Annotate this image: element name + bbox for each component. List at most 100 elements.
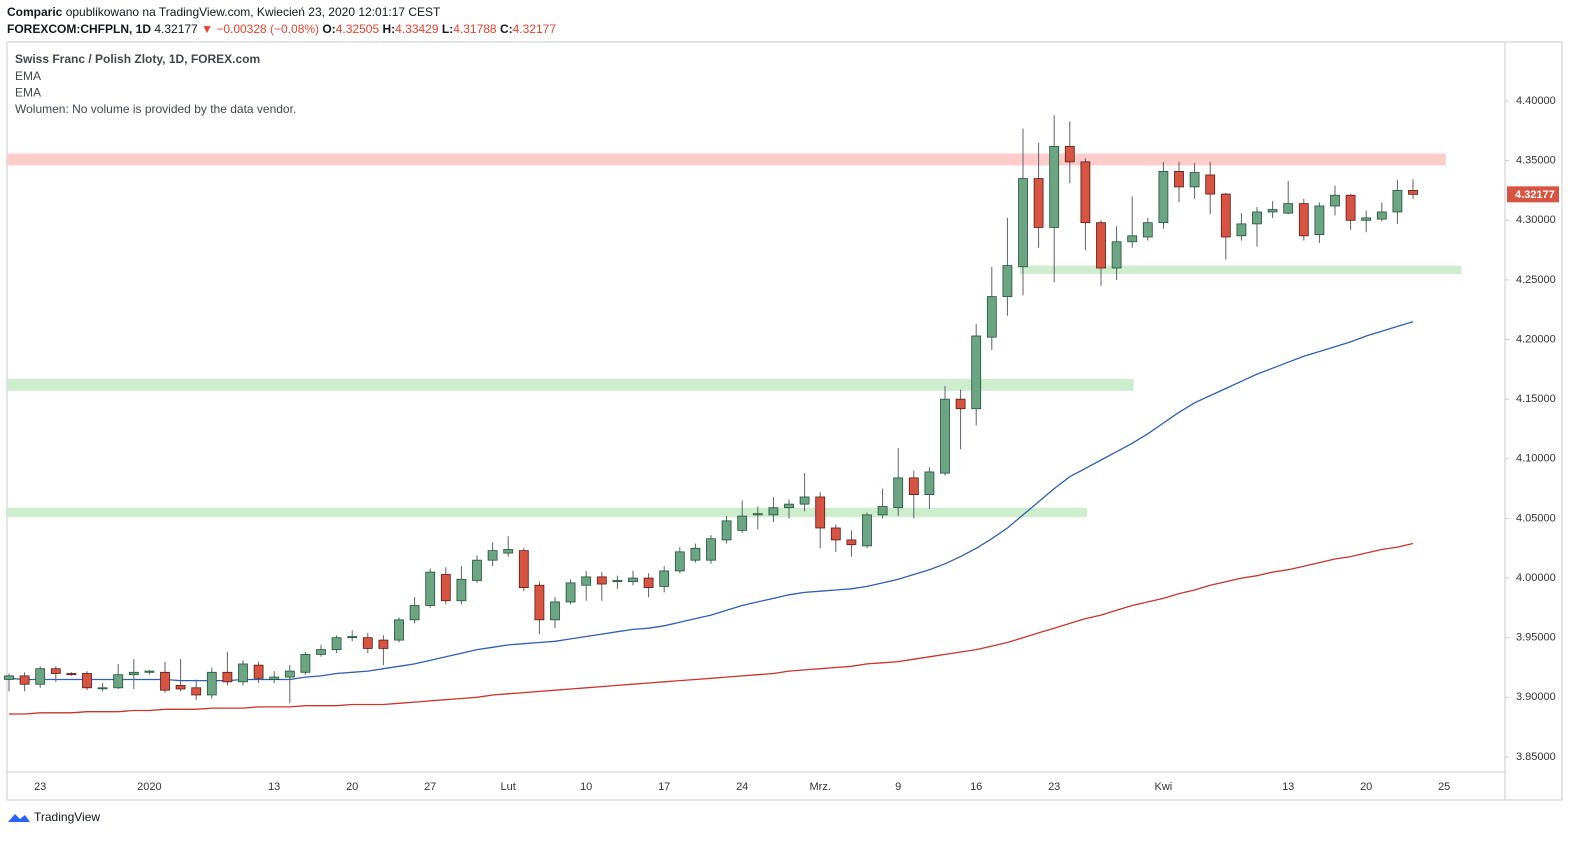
candle-body — [456, 578, 467, 602]
y-tick-label: 4.15000 — [1516, 393, 1556, 405]
candle-body — [893, 477, 904, 509]
candle-body — [924, 471, 935, 495]
ema-line — [9, 542, 1414, 715]
candle-body — [222, 671, 233, 683]
candle-body — [1345, 194, 1356, 221]
candle-body — [440, 574, 451, 602]
o-label: O: — [322, 22, 335, 36]
candle-body — [674, 551, 685, 572]
l-value: 4.31788 — [453, 22, 497, 36]
y-tick-label: 4.10000 — [1516, 453, 1556, 465]
candle-body — [1174, 170, 1184, 188]
candle-body — [518, 550, 529, 589]
x-tick-label: 13 — [268, 781, 280, 793]
l-label: L: — [442, 22, 453, 36]
footer: TradingView — [34, 810, 100, 824]
candle-body — [1220, 193, 1231, 238]
candle-body — [1142, 222, 1153, 238]
y-tick-label: 4.00000 — [1516, 572, 1556, 584]
candle-body — [565, 582, 576, 603]
x-tick-label: 20 — [1360, 781, 1372, 793]
candle-body — [690, 547, 701, 561]
candle-body — [1018, 178, 1028, 268]
x-tick-label: Mrz. — [810, 781, 831, 793]
x-tick-label: 13 — [1282, 781, 1294, 793]
candle-body — [1330, 194, 1340, 207]
x-tick-label: 10 — [580, 781, 592, 793]
candle-body — [253, 664, 264, 679]
candle-body — [940, 398, 950, 474]
legend-entry: EMA — [15, 86, 41, 100]
zone — [7, 153, 1446, 166]
candle-body — [1111, 241, 1122, 269]
candle-body — [550, 601, 560, 621]
c-label: C: — [500, 22, 513, 36]
candle-body — [1283, 203, 1294, 214]
candle-body — [1376, 211, 1387, 220]
candle-body — [1361, 217, 1372, 221]
zone — [1019, 265, 1462, 274]
candle-body — [1064, 145, 1075, 163]
candle-body — [986, 296, 997, 338]
candle-body — [752, 513, 763, 516]
x-tick-label: 23 — [1048, 781, 1060, 793]
candle-body — [487, 550, 498, 561]
y-tick-label: 4.35000 — [1516, 155, 1556, 167]
author: Comparic — [7, 5, 63, 19]
candle-body — [347, 636, 358, 639]
ema-line — [8, 321, 1414, 682]
candle-body — [612, 580, 623, 583]
y-tick-label: 4.25000 — [1516, 274, 1556, 286]
candle-body — [160, 671, 170, 691]
candle-body — [378, 639, 389, 649]
candle-body — [472, 559, 482, 581]
candle-body — [1189, 172, 1200, 188]
candle-body — [409, 605, 420, 621]
candle-body — [316, 649, 326, 655]
candle-body — [628, 577, 638, 583]
candle-body — [503, 549, 514, 554]
x-tick-label: 23 — [34, 781, 46, 793]
candle-body — [596, 576, 607, 585]
candle-body — [50, 668, 61, 674]
candle-body — [175, 685, 186, 690]
candle-body — [144, 670, 155, 673]
y-tick-label: 3.90000 — [1516, 691, 1556, 703]
y-tick-label: 4.20000 — [1516, 333, 1556, 345]
candle-body — [300, 654, 311, 673]
y-tick-label: 4.40000 — [1516, 95, 1556, 107]
x-tick-label: 20 — [346, 781, 358, 793]
candle-body — [768, 507, 779, 516]
x-tick-label: 24 — [736, 781, 748, 793]
candle-body — [659, 570, 670, 587]
candle-body — [4, 675, 14, 680]
candle-body — [1080, 161, 1091, 224]
price-tag-label: 4.32177 — [1515, 189, 1555, 201]
x-tick-label: 2020 — [137, 781, 161, 793]
candle-body — [581, 576, 592, 586]
candle-body — [1392, 190, 1403, 213]
candle-body — [830, 527, 841, 541]
candle-body — [737, 515, 748, 531]
chart-title: Swiss Franc / Polish Zloty, 1D, FOREX.co… — [15, 52, 260, 66]
candle-body — [1002, 265, 1013, 298]
candle-body — [643, 577, 654, 589]
c-value: 4.32177 — [513, 22, 557, 36]
x-tick-label: 9 — [895, 781, 901, 793]
symbol: FOREXCOM:CHFPLN, 1D — [7, 22, 151, 36]
candle-body — [206, 671, 217, 696]
zone — [7, 507, 1087, 518]
candle-body — [721, 520, 732, 541]
candle-body — [1236, 223, 1247, 237]
candle-body — [955, 398, 966, 410]
candle-body — [394, 619, 404, 641]
y-tick-label: 4.30000 — [1516, 214, 1556, 226]
candle-body — [362, 637, 373, 649]
candle-body — [1033, 178, 1044, 228]
candle-body — [284, 670, 295, 678]
published: opublikowano na TradingView.com, Kwiecie… — [66, 5, 441, 19]
candle-body — [815, 496, 826, 529]
candle-body — [846, 539, 857, 546]
candle-body — [862, 514, 872, 547]
y-tick-label: 3.85000 — [1516, 751, 1556, 763]
